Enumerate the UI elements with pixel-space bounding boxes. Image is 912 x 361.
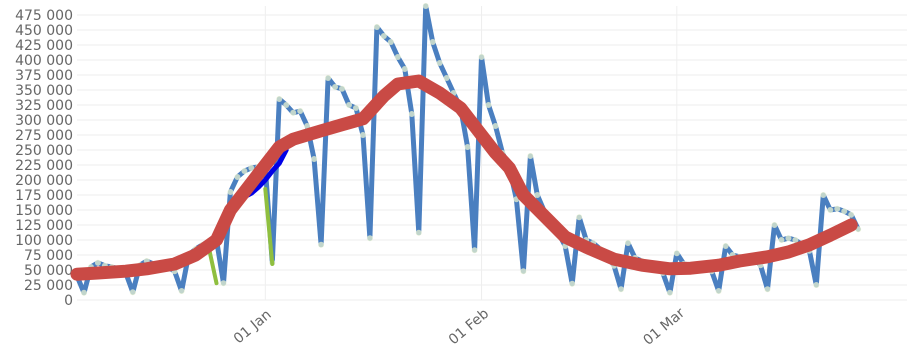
- data-point: [387, 39, 394, 45]
- y-tick-label: 275 000: [15, 128, 73, 144]
- data-point: [304, 123, 311, 129]
- y-tick-label: 475 000: [15, 8, 73, 24]
- y-tick-label: 250 000: [15, 143, 73, 159]
- data-point: [276, 96, 283, 102]
- x-tick-label: 01 Jan: [231, 307, 275, 347]
- data-point: [848, 211, 855, 218]
- x-tick-label: 01 Feb: [446, 306, 492, 349]
- x-tick-label: 01 Mar: [640, 305, 688, 349]
- data-point: [478, 54, 485, 60]
- data-point: [178, 288, 185, 294]
- x-axis: 01 Jan 01 Feb 01 Mar: [231, 305, 688, 349]
- data-point: [94, 259, 101, 266]
- data-point: [722, 243, 729, 249]
- data-point: [520, 268, 527, 275]
- y-tick-label: 0: [64, 293, 73, 309]
- data-point: [297, 108, 304, 114]
- series-2-segment: [207, 248, 219, 286]
- data-point: [443, 75, 450, 81]
- data-point: [492, 123, 499, 129]
- y-tick-label: 325 000: [15, 98, 73, 114]
- data-point: [771, 222, 778, 228]
- data-point: [318, 241, 325, 248]
- data-point: [80, 289, 87, 296]
- data-point: [394, 54, 401, 60]
- data-point: [129, 289, 136, 296]
- y-tick-label: 350 000: [15, 83, 73, 99]
- data-point: [248, 165, 255, 171]
- plot-area: [70, 3, 862, 296]
- data-point: [380, 33, 387, 39]
- data-point: [332, 84, 339, 90]
- y-tick-label: 425 000: [15, 38, 73, 54]
- data-point: [422, 3, 429, 9]
- y-tick-label: 25 000: [24, 278, 73, 294]
- data-point: [436, 60, 443, 66]
- data-point: [764, 286, 771, 293]
- data-point: [471, 247, 478, 254]
- data-point: [241, 168, 248, 174]
- data-point: [325, 75, 332, 81]
- data-point: [841, 208, 848, 215]
- data-point: [311, 156, 318, 162]
- data-point: [673, 250, 680, 257]
- data-point: [813, 282, 820, 288]
- y-tick-label: 400 000: [15, 53, 73, 69]
- data-point: [464, 144, 471, 150]
- y-tick-label: 450 000: [15, 23, 73, 39]
- y-tick-label: 125 000: [15, 218, 73, 234]
- data-point: [234, 174, 241, 180]
- data-point: [429, 39, 436, 45]
- data-point: [373, 24, 380, 30]
- data-point: [666, 289, 673, 296]
- data-point: [401, 66, 408, 72]
- y-tick-label: 100 000: [15, 233, 73, 249]
- data-point: [283, 102, 290, 108]
- y-tick-label: 200 000: [15, 173, 73, 189]
- data-point: [359, 132, 366, 138]
- data-point: [778, 237, 785, 243]
- data-point: [820, 192, 827, 198]
- y-tick-label: 50 000: [24, 263, 73, 279]
- data-point: [366, 235, 373, 242]
- y-tick-label: 375 000: [15, 68, 73, 84]
- data-point: [408, 111, 415, 117]
- y-tick-label: 150 000: [15, 203, 73, 219]
- data-point: [834, 205, 841, 212]
- data-point: [618, 286, 625, 293]
- data-point: [290, 109, 297, 116]
- data-point: [527, 153, 534, 159]
- y-tick-label: 175 000: [15, 188, 73, 204]
- data-point: [339, 85, 346, 92]
- data-point: [220, 280, 227, 287]
- series-2-segment: [263, 187, 275, 266]
- data-point: [827, 207, 834, 213]
- y-tick-label: 75 000: [24, 248, 73, 264]
- data-point: [346, 102, 353, 108]
- data-point: [227, 189, 234, 195]
- data-point: [715, 288, 722, 294]
- data-point: [485, 102, 492, 108]
- data-point: [352, 105, 359, 111]
- data-point: [625, 240, 632, 246]
- data-point: [785, 235, 792, 242]
- data-point: [569, 280, 576, 287]
- series-3-line: [70, 74, 858, 281]
- data-point: [534, 192, 541, 198]
- data-point: [415, 229, 422, 236]
- data-point: [792, 237, 799, 243]
- data-point: [576, 214, 583, 221]
- y-tick-label: 300 000: [15, 113, 73, 129]
- y-tick-label: 225 000: [15, 158, 73, 174]
